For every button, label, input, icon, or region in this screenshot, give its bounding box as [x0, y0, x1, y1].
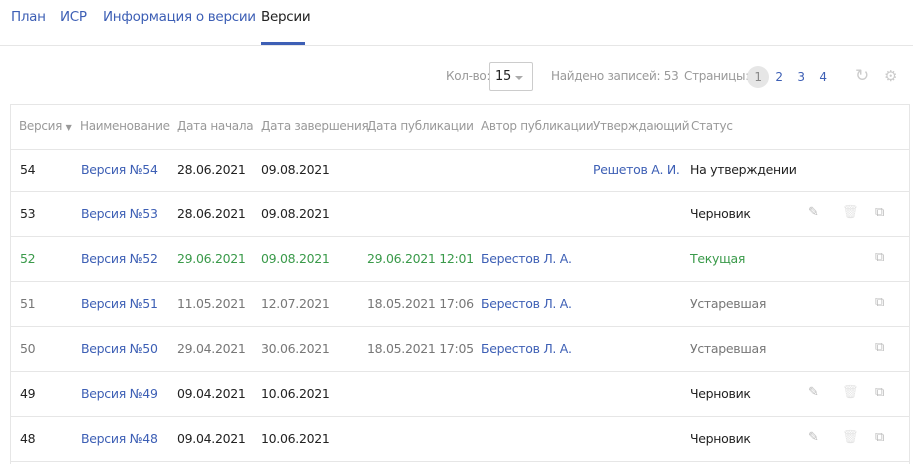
cell-end: 09.08.2021: [261, 251, 330, 266]
divider: [11, 416, 909, 417]
cell-end: 10.06.2021: [261, 431, 330, 446]
versions-table: Версия ▼ Наименование Дата начала Дата з…: [10, 104, 910, 464]
table-row[interactable]: 51 Версия №51 11.05.2021 12.07.2021 18.05.20…: [11, 282, 909, 327]
cell-name[interactable]: Версия №50: [81, 341, 158, 356]
cell-status: Устаревшая: [690, 341, 767, 356]
cell-version: 51: [20, 296, 36, 311]
cell-name[interactable]: Версия №51: [81, 296, 158, 311]
sort-desc-icon: ▼: [65, 123, 72, 132]
cell-end: 09.08.2021: [261, 206, 330, 221]
tab-bar: План ИСР Информация о версии Версии: [0, 0, 913, 46]
cell-version: 53: [20, 206, 36, 221]
tab-versions[interactable]: Версии: [261, 9, 311, 25]
cell-author[interactable]: Берестов Л. А.: [481, 296, 572, 311]
cell-version: 54: [20, 162, 36, 177]
divider: [11, 191, 909, 192]
pencil-icon[interactable]: ✎: [808, 385, 819, 400]
cell-start: 28.06.2021: [177, 162, 246, 177]
cell-start: 11.05.2021: [177, 296, 246, 311]
pages-label: Страницы:: [684, 69, 749, 83]
cell-start: 28.06.2021: [177, 206, 246, 221]
col-published: Дата публикации: [367, 119, 474, 133]
cell-start: 29.04.2021: [177, 341, 246, 356]
copy-icon[interactable]: ⧉: [875, 385, 884, 400]
copy-icon[interactable]: ⧉: [875, 430, 884, 445]
divider: [11, 236, 909, 237]
refresh-icon[interactable]: ↻: [855, 66, 869, 86]
copy-icon[interactable]: ⧉: [875, 340, 884, 355]
cell-start: 29.06.2021: [177, 251, 246, 266]
pencil-icon[interactable]: ✎: [808, 205, 819, 220]
col-start: Дата начала: [177, 119, 254, 133]
page-2[interactable]: 2: [775, 70, 783, 84]
cell-published: 18.05.2021 17:06: [367, 296, 474, 311]
tab-plan[interactable]: План: [11, 9, 46, 25]
cell-status: Текущая: [690, 251, 746, 266]
divider: [11, 371, 909, 372]
cell-end: 12.07.2021: [261, 296, 330, 311]
cell-author[interactable]: Берестов Л. А.: [481, 341, 572, 356]
cell-name[interactable]: Версия №53: [81, 206, 158, 221]
cell-version: 48: [20, 431, 36, 446]
col-name: Наименование: [80, 119, 170, 133]
table-row[interactable]: 53 Версия №53 28.06.2021 09.08.2021 Черновик…: [11, 192, 909, 237]
cell-published: 29.06.2021 12:01: [367, 251, 474, 266]
col-approver: Утверждающий: [593, 119, 690, 133]
cell-name[interactable]: Версия №54: [81, 162, 158, 177]
cell-approver[interactable]: Решетов А. И.: [593, 162, 680, 177]
trash-icon[interactable]: 🗑: [842, 430, 859, 445]
table-row[interactable]: 50 Версия №50 29.04.2021 30.06.2021 18.05.20…: [11, 327, 909, 372]
cell-status: Черновик: [690, 431, 751, 446]
cell-version: 50: [20, 341, 36, 356]
cell-name[interactable]: Версия №52: [81, 251, 158, 266]
records-found: Найдено записей: 53: [551, 69, 679, 83]
tab-version-info[interactable]: Информация о версии: [103, 9, 256, 25]
cell-name[interactable]: Версия №49: [81, 386, 158, 401]
copy-icon[interactable]: ⧉: [875, 250, 884, 265]
cell-status: Устаревшая: [690, 296, 767, 311]
cell-end: 09.08.2021: [261, 162, 330, 177]
cell-name[interactable]: Версия №48: [81, 431, 158, 446]
col-status: Статус: [691, 119, 733, 133]
cell-author[interactable]: Берестов Л. А.: [481, 251, 572, 266]
col-end: Дата завершения: [261, 119, 369, 133]
count-select[interactable]: 15: [489, 62, 533, 91]
cell-status: Черновик: [690, 206, 751, 221]
cell-end: 30.06.2021: [261, 341, 330, 356]
count-label: Кол-во:: [446, 69, 491, 83]
copy-icon[interactable]: ⧉: [875, 205, 884, 220]
copy-icon[interactable]: ⧉: [875, 295, 884, 310]
page-3[interactable]: 3: [797, 70, 805, 84]
trash-icon[interactable]: 🗑: [842, 205, 859, 220]
cell-status: На утверждении: [690, 162, 797, 177]
col-author: Автор публикации: [481, 119, 594, 133]
col-version[interactable]: Версия ▼: [19, 119, 72, 133]
table-row[interactable]: 54 Версия №54 28.06.2021 09.08.2021 Решетов …: [11, 149, 909, 192]
chevron-down-icon: [515, 76, 523, 84]
cell-version: 52: [20, 251, 36, 266]
page-4[interactable]: 4: [819, 70, 827, 84]
gear-icon[interactable]: ⚙: [884, 67, 898, 85]
table-row[interactable]: 48 Версия №48 09.04.2021 10.06.2021 Черновик…: [11, 417, 909, 462]
cell-published: 18.05.2021 17:05: [367, 341, 474, 356]
table-row[interactable]: 52 Версия №52 29.06.2021 09.08.2021 29.06.20…: [11, 237, 909, 282]
trash-icon[interactable]: 🗑: [842, 385, 859, 400]
pencil-icon[interactable]: ✎: [808, 430, 819, 445]
cell-start: 09.04.2021: [177, 386, 246, 401]
divider: [11, 281, 909, 282]
tab-isr[interactable]: ИСР: [60, 9, 87, 25]
table-row[interactable]: 49 Версия №49 09.04.2021 10.06.2021 Черновик…: [11, 372, 909, 417]
divider: [11, 461, 909, 462]
divider: [11, 326, 909, 327]
cell-end: 10.06.2021: [261, 386, 330, 401]
active-tab-indicator: [261, 42, 305, 45]
cell-status: Черновик: [690, 386, 751, 401]
count-value: 15: [495, 69, 511, 84]
cell-version: 49: [20, 386, 36, 401]
cell-start: 09.04.2021: [177, 431, 246, 446]
divider: [11, 149, 909, 150]
page-1[interactable]: 1: [747, 66, 769, 88]
